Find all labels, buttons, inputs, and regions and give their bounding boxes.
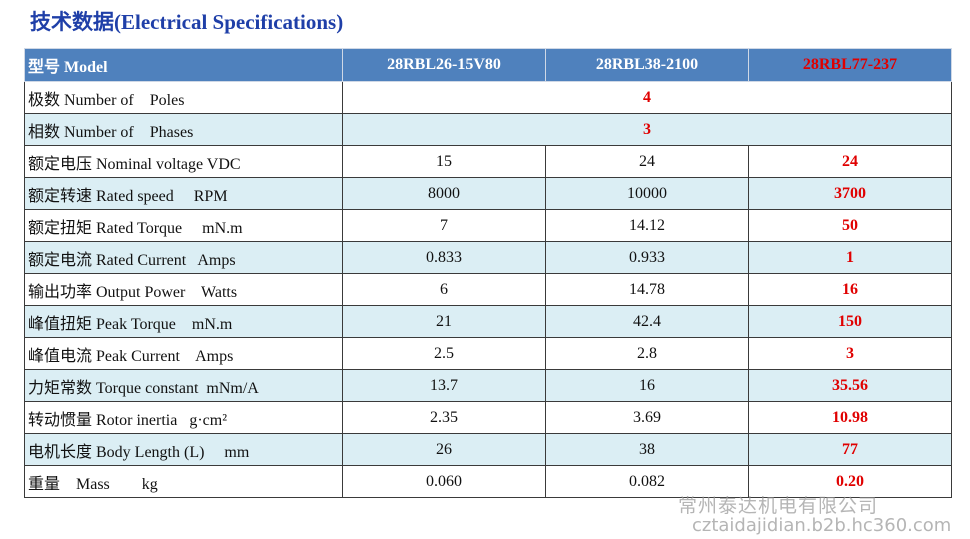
table-cell: 3 — [748, 337, 952, 370]
table-cell: 28RBL77-237 — [748, 48, 952, 82]
table-cell: 1 — [748, 241, 952, 274]
table-row: 峰值扭矩 Peak Torque mN.m 21 42.4 150 — [24, 305, 952, 338]
table-cell: 0.20 — [748, 465, 952, 498]
table-cell: 0.933 — [545, 241, 749, 274]
table-cell: 极数 Number of Poles — [24, 81, 343, 114]
table-cell: 2.5 — [342, 337, 546, 370]
table-row: 重量 Mass kg 0.060 0.082 0.20 — [24, 465, 952, 498]
table-cell: 7 — [342, 209, 546, 242]
table-cell: 2.8 — [545, 337, 749, 370]
table-cell: 0.833 — [342, 241, 546, 274]
table-cell: 力矩常数 Torque constant mNm/A — [24, 369, 343, 402]
title: 技术数据(Electrical Specifications) — [30, 10, 344, 34]
table-cell: 电机长度 Body Length (L) mm — [24, 433, 343, 466]
table-cell: 6 — [342, 273, 546, 306]
table-row: 额定电压 Nominal voltage VDC 15 24 24 — [24, 145, 952, 178]
table-cell: 28RBL38-2100 — [545, 48, 749, 82]
table-cell: 重量 Mass kg — [24, 465, 343, 498]
table-cell: 4 — [342, 81, 952, 114]
table-row: 输出功率 Output Power Watts 6 14.78 16 — [24, 273, 952, 306]
table-cell: 13.7 — [342, 369, 546, 402]
table-body: 型号 Model 28RBL26-15V80 28RBL38-2100 28RBL77… — [24, 48, 952, 498]
table-row: 额定转速 Rated speed RPM 8000 10000 3700 — [24, 177, 952, 210]
table-cell: 0.082 — [545, 465, 749, 498]
table-cell: 转动惯量 Rotor inertia g·cm² — [24, 401, 343, 434]
table-cell: 3700 — [748, 177, 952, 210]
table-row: 转动惯量 Rotor inertia g·cm² 2.35 3.69 10.98 — [24, 401, 952, 434]
table-cell: 10.98 — [748, 401, 952, 434]
table-cell: 150 — [748, 305, 952, 338]
table-cell: 15 — [342, 145, 546, 178]
table-row: 额定电流 Rated Current Amps 0.833 0.933 1 — [24, 241, 952, 274]
table-row: 极数 Number of Poles 4 — [24, 81, 952, 114]
spec-table: 型号 Model 28RBL26-15V80 28RBL38-2100 28RBL77… — [24, 48, 952, 498]
table-cell: 3.69 — [545, 401, 749, 434]
table-cell: 14.12 — [545, 209, 749, 242]
table-cell: 42.4 — [545, 305, 749, 338]
header-row: 型号 Model 28RBL26-15V80 28RBL38-2100 28RBL77… — [24, 48, 952, 82]
table-cell: 24 — [748, 145, 952, 178]
table-cell: 38 — [545, 433, 749, 466]
table-cell: 额定电流 Rated Current Amps — [24, 241, 343, 274]
table-cell: 35.56 — [748, 369, 952, 402]
table-cell: 10000 — [545, 177, 749, 210]
table-cell: 8000 — [342, 177, 546, 210]
table-row: 力矩常数 Torque constant mNm/A 13.7 16 35.56 — [24, 369, 952, 402]
table-cell: 28RBL26-15V80 — [342, 48, 546, 82]
table-cell: 额定转速 Rated speed RPM — [24, 177, 343, 210]
table-row: 相数 Number of Phases 3 — [24, 113, 952, 146]
table-row: 额定扭矩 Rated Torque mN.m 7 14.12 50 — [24, 209, 952, 242]
table-cell: 型号 Model — [24, 48, 343, 82]
watermark: cztaidajidian.b2b.hc360.com — [692, 515, 952, 536]
table-row: 电机长度 Body Length (L) mm 26 38 77 — [24, 433, 952, 466]
table-cell: 峰值电流 Peak Current Amps — [24, 337, 343, 370]
table-cell: 3 — [342, 113, 952, 146]
table-cell: 16 — [545, 369, 749, 402]
watermark: 常州泰达机电有限公司 — [678, 495, 879, 517]
table-cell: 24 — [545, 145, 749, 178]
table-cell: 16 — [748, 273, 952, 306]
table-cell: 77 — [748, 433, 952, 466]
table-cell: 14.78 — [545, 273, 749, 306]
table-cell: 2.35 — [342, 401, 546, 434]
table-cell: 输出功率 Output Power Watts — [24, 273, 343, 306]
table-cell: 相数 Number of Phases — [24, 113, 343, 146]
table-row: 峰值电流 Peak Current Amps 2.5 2.8 3 — [24, 337, 952, 370]
table-cell: 0.060 — [342, 465, 546, 498]
table-cell: 21 — [342, 305, 546, 338]
table-cell: 额定电压 Nominal voltage VDC — [24, 145, 343, 178]
table-cell: 峰值扭矩 Peak Torque mN.m — [24, 305, 343, 338]
table-cell: 50 — [748, 209, 952, 242]
table-cell: 额定扭矩 Rated Torque mN.m — [24, 209, 343, 242]
table-cell: 26 — [342, 433, 546, 466]
